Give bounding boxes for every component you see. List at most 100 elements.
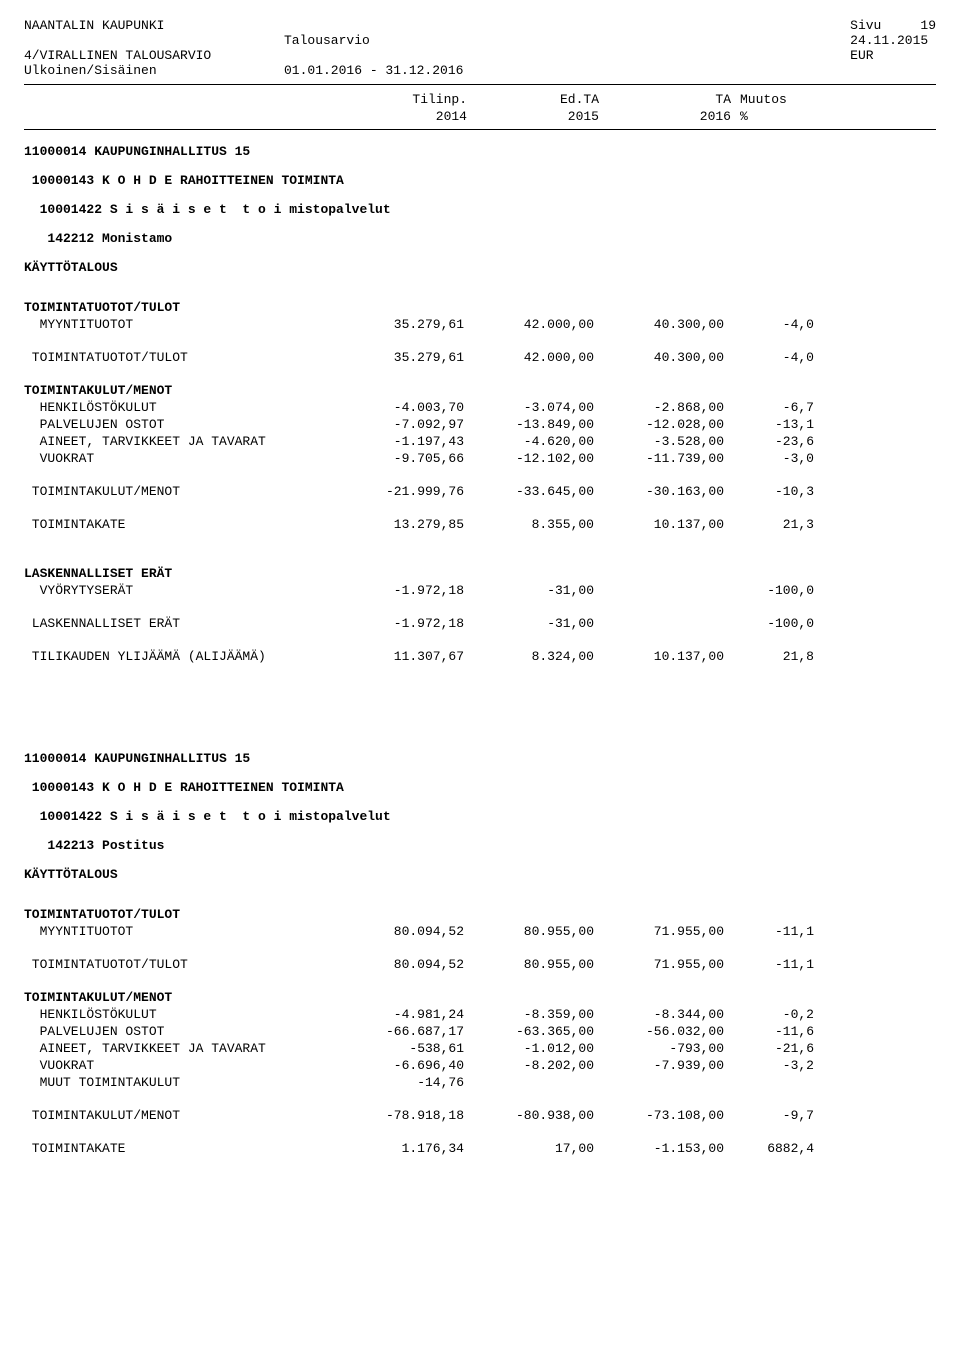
row-value: 17,00 bbox=[464, 1140, 594, 1157]
row-value bbox=[464, 906, 594, 923]
row-value bbox=[814, 1057, 936, 1074]
row-label: TOIMINTAKULUT/MENOT bbox=[24, 989, 334, 1006]
row-value bbox=[814, 906, 936, 923]
row-value: 8.355,00 bbox=[464, 516, 594, 533]
row-value bbox=[814, 615, 936, 632]
row-label: VYÖRYTYSERÄT bbox=[24, 582, 334, 599]
table-row bbox=[24, 940, 936, 956]
col-edta: Ed.TA bbox=[468, 91, 600, 108]
table-row: TOIMINTAKULUT/MENOT-78.918,18-80.938,00-… bbox=[24, 1107, 936, 1124]
row-label: TOIMINTAKULUT/MENOT bbox=[24, 1107, 334, 1124]
table-row: TOIMINTAKULUT/MENOT-21.999,76-33.645,00-… bbox=[24, 483, 936, 500]
row-label: TOIMINTATUOTOT/TULOT bbox=[24, 906, 334, 923]
table-row bbox=[24, 1124, 936, 1140]
row-value bbox=[814, 923, 936, 940]
row-value bbox=[594, 582, 724, 599]
row-value: 80.955,00 bbox=[464, 956, 594, 973]
table-row: VYÖRYTYSERÄT-1.972,18-31,00-100,0 bbox=[24, 582, 936, 599]
budget-label: Talousarvio bbox=[284, 33, 463, 48]
col-muutos: Muutos bbox=[732, 91, 831, 108]
table-row bbox=[24, 533, 936, 549]
section1-table: TOIMINTATUOTOT/TULOT MYYNTITUOTOT35.279,… bbox=[24, 299, 936, 665]
table-row: TOIMINTAKATE1.176,3417,00-1.153,006882,4 bbox=[24, 1140, 936, 1157]
row-value bbox=[814, 1023, 936, 1040]
row-label: MUUT TOIMINTAKULUT bbox=[24, 1074, 334, 1091]
row-value: -80.938,00 bbox=[464, 1107, 594, 1124]
row-value: 80.094,52 bbox=[334, 956, 464, 973]
row-value: -4,0 bbox=[724, 349, 814, 366]
row-value: -4.003,70 bbox=[334, 399, 464, 416]
row-value bbox=[814, 648, 936, 665]
row-value bbox=[814, 1074, 936, 1091]
section1-line3: 10001422 S i s ä i s e t t o i mistopalv… bbox=[24, 202, 936, 217]
table-row: TOIMINTAKULUT/MENOT bbox=[24, 989, 936, 1006]
row-value: -1.012,00 bbox=[464, 1040, 594, 1057]
row-value: -1.972,18 bbox=[334, 582, 464, 599]
row-label: HENKILÖSTÖKULUT bbox=[24, 1006, 334, 1023]
row-label: TILIKAUDEN YLIJÄÄMÄ (ALIJÄÄMÄ) bbox=[24, 648, 334, 665]
row-value: -66.687,17 bbox=[334, 1023, 464, 1040]
row-value bbox=[594, 565, 724, 582]
row-value: -4,0 bbox=[724, 316, 814, 333]
row-value: -31,00 bbox=[464, 582, 594, 599]
row-value bbox=[334, 906, 464, 923]
row-value: 42.000,00 bbox=[464, 316, 594, 333]
row-value: -793,00 bbox=[594, 1040, 724, 1057]
table-row: TOIMINTATUOTOT/TULOT bbox=[24, 906, 936, 923]
row-label: AINEET, TARVIKKEET JA TAVARAT bbox=[24, 1040, 334, 1057]
row-value bbox=[814, 416, 936, 433]
table-row: MUUT TOIMINTAKULUT-14,76 bbox=[24, 1074, 936, 1091]
row-value: -538,61 bbox=[334, 1040, 464, 1057]
divider bbox=[24, 129, 936, 130]
table-row: TOIMINTATUOTOT/TULOT80.094,5280.955,0071… bbox=[24, 956, 936, 973]
row-value bbox=[724, 299, 814, 316]
table-row: TOIMINTATUOTOT/TULOT bbox=[24, 299, 936, 316]
row-value: -1.153,00 bbox=[594, 1140, 724, 1157]
row-value: -23,6 bbox=[724, 433, 814, 450]
row-value: 42.000,00 bbox=[464, 349, 594, 366]
row-label: MYYNTITUOTOT bbox=[24, 316, 334, 333]
row-value: -8.359,00 bbox=[464, 1006, 594, 1023]
row-value bbox=[724, 989, 814, 1006]
row-value bbox=[464, 1074, 594, 1091]
section1-line4: 142212 Monistamo bbox=[24, 231, 936, 246]
row-value bbox=[814, 565, 936, 582]
row-value bbox=[724, 565, 814, 582]
row-value: -4.981,24 bbox=[334, 1006, 464, 1023]
row-value: -12.102,00 bbox=[464, 450, 594, 467]
row-value: -56.032,00 bbox=[594, 1023, 724, 1040]
row-value: 40.300,00 bbox=[594, 316, 724, 333]
row-value: -14,76 bbox=[334, 1074, 464, 1091]
row-value bbox=[814, 1140, 936, 1157]
row-value: -6.696,40 bbox=[334, 1057, 464, 1074]
row-value: 21,3 bbox=[724, 516, 814, 533]
row-value bbox=[724, 1074, 814, 1091]
row-value bbox=[464, 565, 594, 582]
table-row: TOIMINTAKATE13.279,858.355,0010.137,0021… bbox=[24, 516, 936, 533]
row-label: HENKILÖSTÖKULUT bbox=[24, 399, 334, 416]
row-label: VUOKRAT bbox=[24, 450, 334, 467]
row-value bbox=[594, 615, 724, 632]
table-row: PALVELUJEN OSTOT-66.687,17-63.365,00-56.… bbox=[24, 1023, 936, 1040]
row-value bbox=[594, 1074, 724, 1091]
row-value bbox=[814, 1107, 936, 1124]
table-row: AINEET, TARVIKKEET JA TAVARAT-1.197,43-4… bbox=[24, 433, 936, 450]
currency: EUR bbox=[850, 48, 936, 63]
doc-line: 4/VIRALLINEN TALOUSARVIO bbox=[24, 48, 211, 63]
row-value: 10.137,00 bbox=[594, 516, 724, 533]
table-row: HENKILÖSTÖKULUT-4.003,70-3.074,00-2.868,… bbox=[24, 399, 936, 416]
row-value bbox=[814, 299, 936, 316]
table-row: VUOKRAT-9.705,66-12.102,00-11.739,00-3,0 bbox=[24, 450, 936, 467]
scope-line: Ulkoinen/Sisäinen bbox=[24, 63, 211, 78]
row-value: -12.028,00 bbox=[594, 416, 724, 433]
row-value: 1.176,34 bbox=[334, 1140, 464, 1157]
col-pct: % bbox=[732, 108, 831, 125]
row-value bbox=[594, 299, 724, 316]
table-row: LASKENNALLISET ERÄT bbox=[24, 565, 936, 582]
period: 01.01.2016 - 31.12.2016 bbox=[284, 63, 463, 78]
page-label: Sivu bbox=[850, 18, 881, 33]
row-label: TOIMINTAKULUT/MENOT bbox=[24, 483, 334, 500]
row-value: -0,2 bbox=[724, 1006, 814, 1023]
row-label: TOIMINTAKATE bbox=[24, 516, 334, 533]
table-row: AINEET, TARVIKKEET JA TAVARAT-538,61-1.0… bbox=[24, 1040, 936, 1057]
